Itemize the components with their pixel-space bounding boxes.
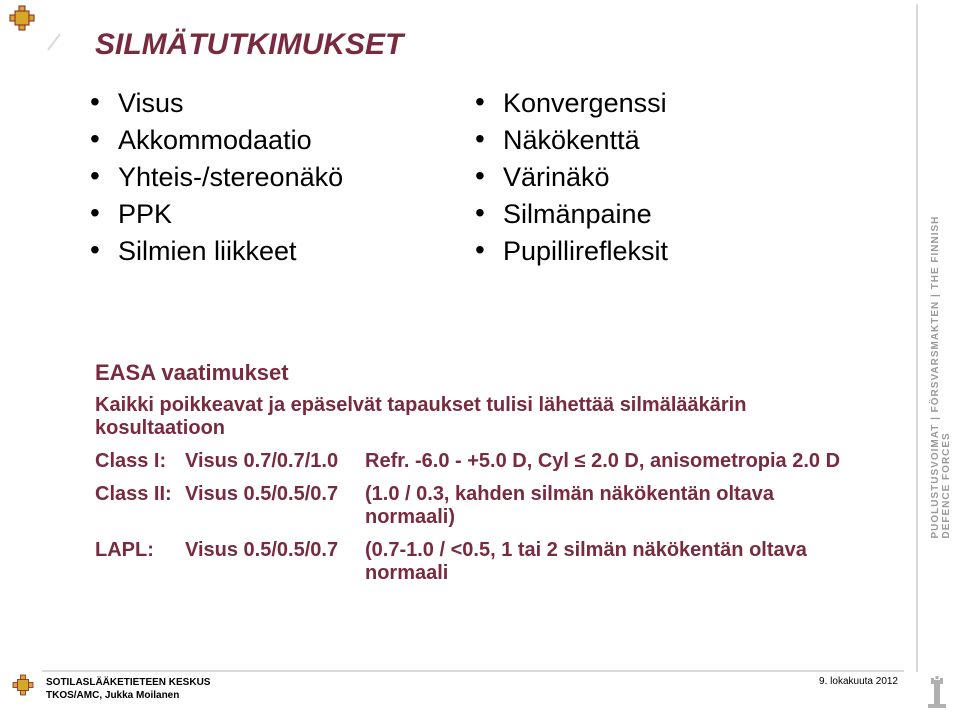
slide: SILMÄTUTKIMUKSET Visus Akkommodaatio Yhtei…	[0, 0, 960, 718]
requirement-label: Class I:	[95, 450, 185, 473]
bullet-item: Pupillirefleksit	[475, 236, 860, 267]
requirement-detail: Refr. -6.0 - +5.0 D, Cyl ≤ 2.0 D, anisom…	[365, 450, 865, 473]
requirement-label: Class II:	[95, 483, 185, 529]
slide-title: SILMÄTUTKIMUKSET	[95, 28, 403, 62]
right-column: Konvergenssi Näkökenttä Värinäkö Silmänpain…	[475, 88, 860, 273]
side-divider	[916, 4, 918, 672]
footer-divider	[42, 670, 904, 672]
footer-org-line2: TKOS/AMC, Jukka Moilanen	[46, 689, 210, 702]
bullet-item: PPK	[90, 199, 475, 230]
requirement-row: LAPL:Visus 0.5/0.5/0.7(0.7-1.0 / <0.5, 1…	[95, 539, 865, 585]
footer-date: 9. lokakuuta 2012	[819, 676, 898, 687]
requirement-detail: (0.7-1.0 / <0.5, 1 tai 2 silmän näkökent…	[365, 539, 865, 585]
bullet-item: Visus	[90, 88, 475, 119]
left-column: Visus Akkommodaatio Yhteis-/stereonäkö PPK S…	[90, 88, 475, 273]
requirements-block: EASA vaatimukset Kaikki poikkeavat ja ep…	[95, 360, 865, 585]
footer-emblem-icon	[8, 672, 38, 698]
requirement-visus: Visus 0.5/0.5/0.7	[185, 483, 365, 529]
requirement-label: LAPL:	[95, 539, 185, 585]
bullet-item: Silmien liikkeet	[90, 236, 475, 267]
left-bullet-list: Visus Akkommodaatio Yhteis-/stereonäkö PPK S…	[90, 88, 475, 267]
bullet-item: Näkökenttä	[475, 125, 860, 156]
requirement-row: Class II:Visus 0.5/0.5/0.7(1.0 / 0.3, ka…	[95, 483, 865, 529]
bullet-item: Akkommodaatio	[90, 125, 475, 156]
side-tower-icon	[920, 676, 954, 710]
footer-org-line1: SOTILASLÄÄKETIETEEN KESKUS	[46, 676, 210, 689]
requirement-visus: Visus 0.7/0.7/1.0	[185, 450, 365, 473]
requirement-visus: Visus 0.5/0.5/0.7	[185, 539, 365, 585]
bullet-item: Silmänpaine	[475, 199, 860, 230]
bullet-item: Yhteis-/stereonäkö	[90, 162, 475, 193]
requirements-heading: EASA vaatimukset	[95, 360, 865, 386]
requirement-detail: (1.0 / 0.3, kahden silmän näkökentän olt…	[365, 483, 865, 529]
right-bullet-list: Konvergenssi Näkökenttä Värinäkö Silmänpain…	[475, 88, 860, 267]
bullet-columns: VisusAkkommodaatioYhteis-/stereonäköPPKS…	[90, 88, 860, 273]
bullet-item: Konvergenssi	[475, 88, 860, 119]
requirements-subheading: Kaikki poikkeavat ja epäselvät tapaukset…	[95, 394, 865, 440]
bullet-item: Värinäkö	[475, 162, 860, 193]
footer-org: SOTILASLÄÄKETIETEEN KESKUS TKOS/AMC, Juk…	[46, 676, 210, 702]
side-brand-text: PUOLUSTUSVOIMAT | FÖRSVARSMAKTEN | THE F…	[930, 180, 952, 539]
corner-emblem-icon	[0, 0, 60, 50]
requirement-row: Class I:Visus 0.7/0.7/1.0Refr. -6.0 - +5…	[95, 450, 865, 473]
requirements-rows: Class I:Visus 0.7/0.7/1.0Refr. -6.0 - +5…	[95, 450, 865, 585]
footer: SOTILASLÄÄKETIETEEN KESKUS TKOS/AMC, Juk…	[0, 670, 960, 706]
